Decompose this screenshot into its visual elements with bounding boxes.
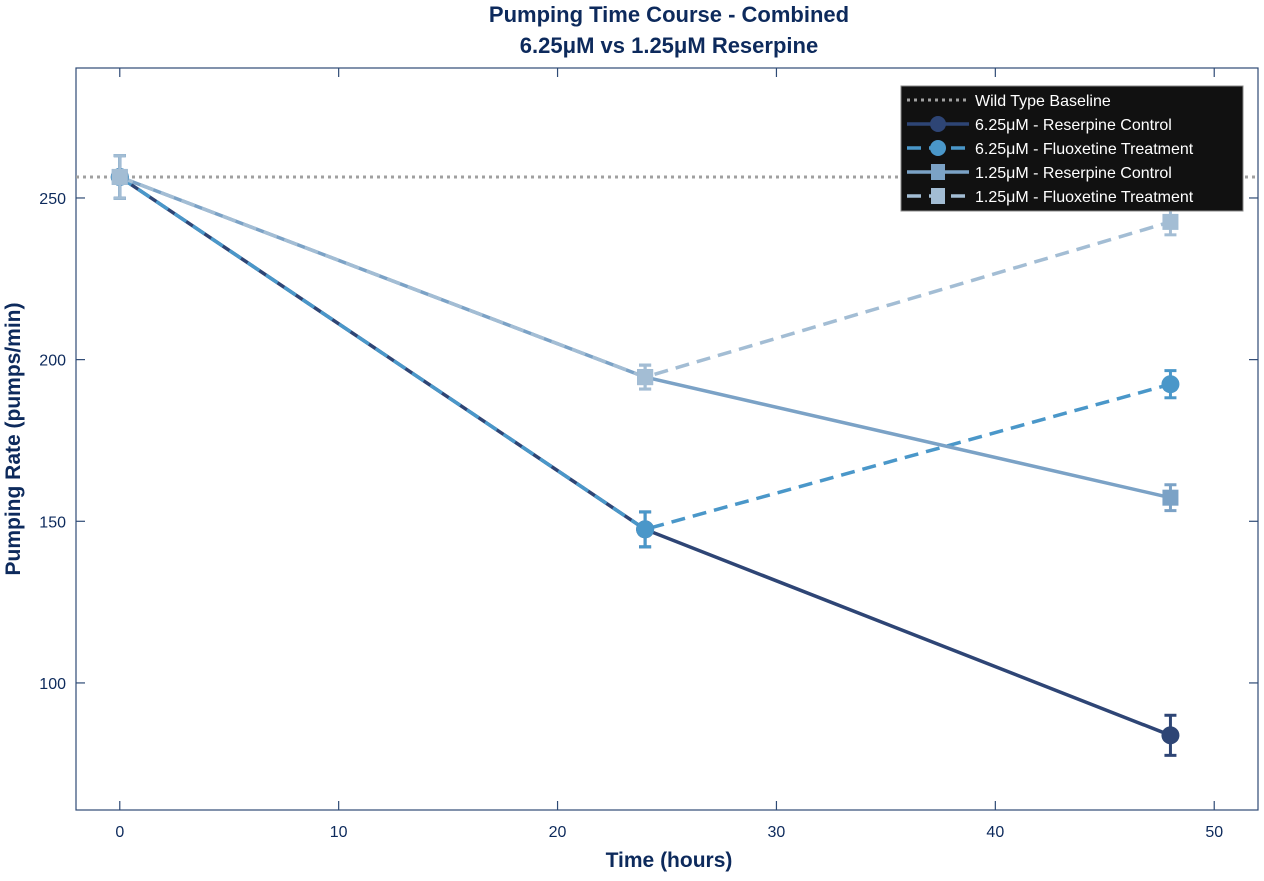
- chart-title: Pumping Time Course - Combined: [489, 2, 849, 27]
- data-point: [637, 369, 654, 386]
- legend-label: 1.25μM - Fluoxetine Treatment: [975, 189, 1194, 206]
- y-tick-label: 250: [39, 191, 66, 208]
- data-point: [1161, 375, 1180, 394]
- data-point: [1162, 213, 1179, 230]
- legend-label: Wild Type Baseline: [975, 93, 1111, 110]
- y-tick-label: 150: [39, 514, 66, 531]
- legend: Wild Type Baseline 6.25μM - Reserpine Con…: [900, 85, 1244, 212]
- x-axis-label: Time (hours): [606, 849, 733, 872]
- data-point: [111, 168, 128, 185]
- series-line: [118, 175, 1172, 737]
- data-point: [1162, 489, 1179, 506]
- chart-subtitle: 6.25μM vs 1.25μM Reserpine: [520, 33, 818, 58]
- data-point: [1161, 726, 1180, 745]
- legend-marker: [930, 116, 946, 132]
- y-tick-label: 200: [39, 353, 66, 370]
- x-tick-label: 40: [986, 824, 1004, 841]
- x-tick-label: 10: [330, 824, 348, 841]
- data-point: [636, 520, 655, 539]
- legend-label: 6.25μM - Fluoxetine Treatment: [975, 141, 1194, 158]
- x-tick-label: 50: [1205, 824, 1223, 841]
- x-tick-label: 30: [768, 824, 786, 841]
- x-tick-label: 20: [549, 824, 567, 841]
- plot-frame: [75, 67, 1259, 811]
- y-axis-label: Pumping Rate (pumps/min): [2, 303, 25, 576]
- series-line: [119, 175, 1171, 500]
- legend-label: 6.25μM - Reserpine Control: [975, 117, 1172, 134]
- legend-label: 1.25μM - Reserpine Control: [975, 165, 1172, 182]
- legend-marker: [931, 164, 945, 180]
- x-tick-label: 0: [115, 824, 124, 841]
- y-tick-label: 100: [39, 676, 66, 693]
- legend-marker: [931, 188, 945, 204]
- series-line: [118, 175, 1171, 532]
- legend-marker: [930, 140, 946, 156]
